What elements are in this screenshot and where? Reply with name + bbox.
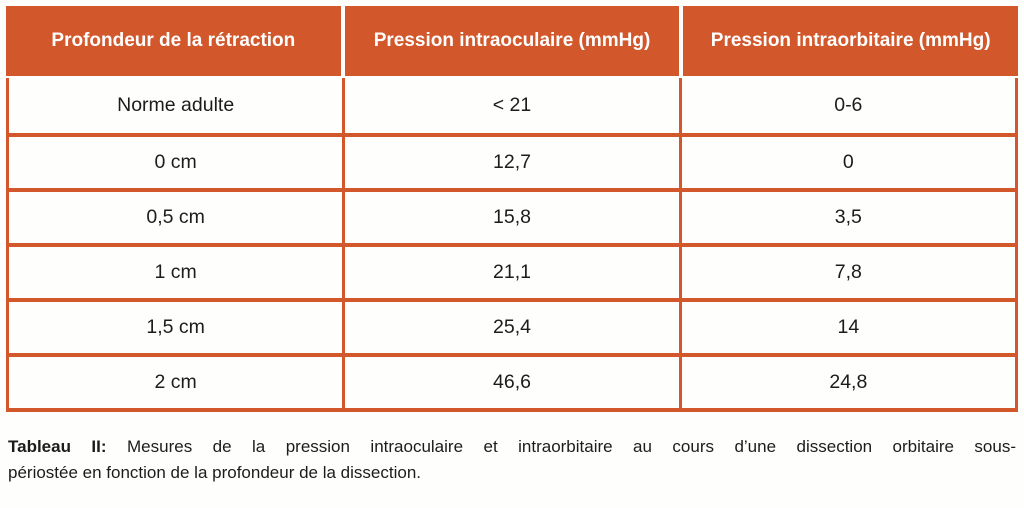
table-cell: 14 [678, 302, 1015, 353]
caption-line-1: Tableau II: Mesures de la pression intra… [8, 434, 1016, 460]
table-cell: 3,5 [678, 192, 1015, 243]
table-row-0-5cm: 0,5 cm 15,8 3,5 [9, 188, 1015, 243]
table-cell: < 21 [342, 78, 678, 133]
table-row-1-5cm: 1,5 cm 25,4 14 [9, 298, 1015, 353]
table-cell: 0,5 cm [146, 206, 205, 228]
table-cell: 15,8 [342, 192, 678, 243]
caption-text-line1: Mesures de la pression intraoculaire et … [127, 437, 1017, 456]
table-cell: 1,5 cm [146, 316, 205, 338]
table-body: Norme adulte < 21 0-6 0 cm 12,7 0 0,5 cm… [6, 78, 1018, 412]
table-cell: 0-6 [678, 78, 1015, 133]
column-header-pression-intraorbitaire: Pression intraorbitaire (mmHg) [679, 6, 1018, 76]
table-row-2cm: 2 cm 46,6 24,8 [9, 353, 1015, 408]
table-cell: 0 cm [154, 151, 197, 173]
column-header-profondeur: Profondeur de la rétraction [51, 29, 296, 51]
table-cell: 24,8 [678, 357, 1015, 408]
caption-label: Tableau II: [8, 437, 107, 456]
table-row-1cm: 1 cm 21,1 7,8 [9, 243, 1015, 298]
column-header-pression-intraoculaire: Pression intraoculaire (mmHg) [340, 6, 680, 76]
table-caption: Tableau II: Mesures de la pression intra… [6, 434, 1018, 486]
table-cell: 12,7 [342, 137, 678, 188]
table-row-0cm: 0 cm 12,7 0 [9, 133, 1015, 188]
table-row-norme-adulte: Norme adulte < 21 0-6 [9, 78, 1015, 133]
caption-line-2: périostée en fonction de la profondeur d… [8, 463, 421, 482]
pressure-table: Profondeur de la rétraction Pression int… [6, 6, 1018, 412]
table-cell: 21,1 [342, 247, 678, 298]
table-cell: 7,8 [678, 247, 1015, 298]
table-cell: 2 cm [154, 371, 197, 393]
table-cell: 46,6 [342, 357, 678, 408]
table-cell: 25,4 [342, 302, 678, 353]
table-header-row: Profondeur de la rétraction Pression int… [6, 6, 1018, 76]
table-cell: Norme adulte [117, 94, 235, 116]
table-cell: 0 [678, 137, 1015, 188]
table-cell: 1 cm [154, 261, 197, 283]
